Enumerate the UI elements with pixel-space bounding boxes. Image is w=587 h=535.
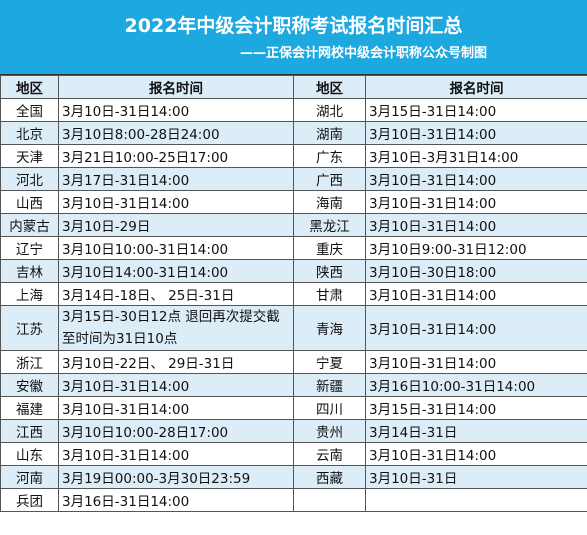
table-row: 浙江 3月10日-22日、 29日-31日 宁夏 3月10日-31日14:00 — [0, 350, 587, 374]
region-cell: 辽宁 — [0, 236, 59, 260]
column-header-region-left: 地区 — [0, 75, 59, 99]
region-cell: 宁夏 — [293, 350, 366, 374]
table-body: 全国 3月10日-31日14:00 湖北 3月15日-31日14:00 北京 3月10日8… — [0, 98, 587, 512]
time-cell: 3月15日-31日14:00 — [365, 396, 587, 420]
region-cell: 内蒙古 — [0, 213, 59, 237]
region-cell: 兵团 — [0, 488, 59, 512]
time-cell: 3月10日-31日14:00 — [365, 282, 587, 306]
table-row: 上海 3月14日-18日、 25日-31日 甘肃 3月10日-31日14:00 — [0, 282, 587, 306]
region-cell: 上海 — [0, 282, 59, 306]
time-cell: 3月19日00:00-3月30日23:59 — [58, 465, 294, 489]
region-cell: 江西 — [0, 419, 59, 443]
time-cell: 3月10日-31日14:00 — [365, 213, 587, 237]
region-cell: 海南 — [293, 190, 366, 214]
time-cell: 3月10日-31日14:00 — [365, 305, 587, 351]
region-cell: 甘肃 — [293, 282, 366, 306]
table-row: 山西 3月10日-31日14:00 海南 3月10日-31日14:00 — [0, 190, 587, 214]
time-cell: 3月15日-30日12点 退回再次提交截至时间为31日10点 — [58, 305, 294, 351]
time-cell: 3月10日9:00-31日12:00 — [365, 236, 587, 260]
time-cell: 3月10日-31日14:00 — [58, 442, 294, 466]
region-cell: 贵州 — [293, 419, 366, 443]
region-cell: 西藏 — [293, 465, 366, 489]
header-banner: 2022年中级会计职称考试报名时间汇总 ——正保会计网校中级会计职称公众号制图 — [0, 0, 587, 75]
time-cell: 3月10日-30日18:00 — [365, 259, 587, 283]
table-row: 吉林 3月10日14:00-31日14:00 陕西 3月10日-30日18:00 — [0, 259, 587, 283]
region-cell: 山东 — [0, 442, 59, 466]
time-cell: 3月14日-18日、 25日-31日 — [58, 282, 294, 306]
time-cell: 3月10日-3月31日14:00 — [365, 144, 587, 168]
region-cell: 广东 — [293, 144, 366, 168]
time-cell: 3月10日-31日14:00 — [365, 190, 587, 214]
time-cell: 3月16日10:00-31日14:00 — [365, 373, 587, 397]
table-row: 山东 3月10日-31日14:00 云南 3月10日-31日14:00 — [0, 442, 587, 466]
time-cell: 3月10日-31日14:00 — [365, 121, 587, 145]
time-cell — [365, 488, 587, 512]
time-cell: 3月14日-31日 — [365, 419, 587, 443]
table-row: 安徽 3月10日-31日14:00 新疆 3月16日10:00-31日14:00 — [0, 373, 587, 397]
table-row: 全国 3月10日-31日14:00 湖北 3月15日-31日14:00 — [0, 98, 587, 122]
table-row: 江西 3月10日10:00-28日17:00 贵州 3月14日-31日 — [0, 419, 587, 443]
table-row: 河北 3月17日-31日14:00 广西 3月10日-31日14:00 — [0, 167, 587, 191]
region-cell: 四川 — [293, 396, 366, 420]
time-cell: 3月10日10:00-31日14:00 — [58, 236, 294, 260]
time-cell: 3月10日14:00-31日14:00 — [58, 259, 294, 283]
region-cell: 河北 — [0, 167, 59, 191]
time-cell: 3月10日-31日14:00 — [58, 190, 294, 214]
region-cell: 广西 — [293, 167, 366, 191]
table-row: 兵团 3月16日-31日14:00 — [0, 488, 587, 512]
region-cell: 陕西 — [293, 259, 366, 283]
column-header-time-left: 报名时间 — [58, 75, 294, 99]
page-title: 2022年中级会计职称考试报名时间汇总 — [124, 15, 463, 37]
time-cell: 3月17日-31日14:00 — [58, 167, 294, 191]
region-cell: 河南 — [0, 465, 59, 489]
table-row: 北京 3月10日8:00-28日24:00 湖南 3月10日-31日14:00 — [0, 121, 587, 145]
time-cell: 3月10日8:00-28日24:00 — [58, 121, 294, 145]
region-cell: 全国 — [0, 98, 59, 122]
region-cell: 山西 — [0, 190, 59, 214]
time-cell: 3月10日-31日14:00 — [365, 167, 587, 191]
region-cell: 云南 — [293, 442, 366, 466]
region-cell: 湖南 — [293, 121, 366, 145]
time-cell: 3月10日-29日 — [58, 213, 294, 237]
table-row: 江苏 3月15日-30日12点 退回再次提交截至时间为31日10点 青海 3月10日-… — [0, 305, 587, 351]
region-cell: 新疆 — [293, 373, 366, 397]
time-cell: 3月10日10:00-28日17:00 — [58, 419, 294, 443]
region-cell: 重庆 — [293, 236, 366, 260]
time-cell: 3月21日10:00-25日17:00 — [58, 144, 294, 168]
time-cell: 3月10日-31日14:00 — [58, 98, 294, 122]
region-cell: 福建 — [0, 396, 59, 420]
time-cell: 3月10日-31日14:00 — [58, 396, 294, 420]
time-cell: 3月10日-31日14:00 — [58, 373, 294, 397]
time-cell: 3月10日-31日14:00 — [365, 350, 587, 374]
time-cell: 3月10日-22日、 29日-31日 — [58, 350, 294, 374]
table-row: 福建 3月10日-31日14:00 四川 3月15日-31日14:00 — [0, 396, 587, 420]
table-row: 内蒙古 3月10日-29日 黑龙江 3月10日-31日14:00 — [0, 213, 587, 237]
region-cell: 北京 — [0, 121, 59, 145]
table-header-row: 地区 报名时间 地区 报名时间 — [0, 75, 587, 99]
region-cell: 青海 — [293, 305, 366, 351]
region-cell: 黑龙江 — [293, 213, 366, 237]
table-row: 天津 3月21日10:00-25日17:00 广东 3月10日-3月31日14:00 — [0, 144, 587, 168]
region-cell: 天津 — [0, 144, 59, 168]
table-row: 辽宁 3月10日10:00-31日14:00 重庆 3月10日9:00-31日12:0… — [0, 236, 587, 260]
column-header-time-right: 报名时间 — [365, 75, 587, 99]
region-cell: 安徽 — [0, 373, 59, 397]
time-cell: 3月15日-31日14:00 — [365, 98, 587, 122]
region-cell — [293, 488, 366, 512]
region-cell: 江苏 — [0, 305, 59, 351]
column-header-region-right: 地区 — [293, 75, 366, 99]
region-cell: 湖北 — [293, 98, 366, 122]
region-cell: 浙江 — [0, 350, 59, 374]
registration-table: 地区 报名时间 地区 报名时间 全国 3月10日-31日14:00 湖北 3月15日-… — [0, 75, 587, 512]
region-cell: 吉林 — [0, 259, 59, 283]
time-cell: 3月10日-31日 — [365, 465, 587, 489]
table-row: 河南 3月19日00:00-3月30日23:59 西藏 3月10日-31日 — [0, 465, 587, 489]
page-subtitle: ——正保会计网校中级会计职称公众号制图 — [239, 46, 487, 61]
time-cell: 3月10日-31日14:00 — [365, 442, 587, 466]
time-cell: 3月16日-31日14:00 — [58, 488, 294, 512]
